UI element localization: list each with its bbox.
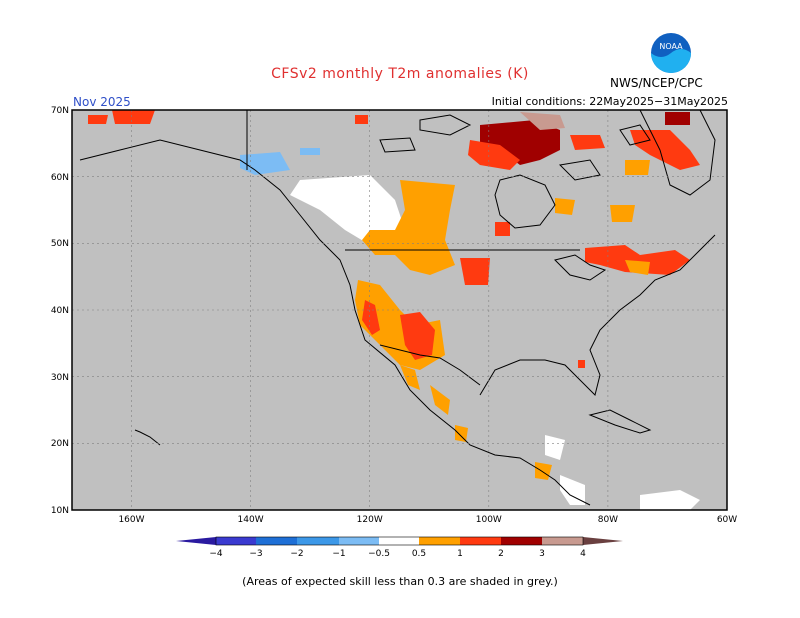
- colorbar-swatch: [542, 537, 583, 545]
- lat-label: 60N: [51, 173, 69, 183]
- pink-patch-arctic: [520, 112, 565, 130]
- colorbar-swatch: [176, 537, 216, 545]
- hawaii: [134, 429, 161, 446]
- red-patch-minnesota: [495, 222, 510, 236]
- map-frame: [71, 109, 728, 511]
- anomaly-patches: [88, 110, 700, 510]
- red-patch-california: [362, 300, 380, 335]
- colorbar-swatch: [256, 537, 297, 545]
- red-patch-baffin: [570, 135, 605, 150]
- great-lakes: [554, 254, 607, 281]
- orange-patch-mexico: [400, 365, 420, 390]
- noaa-logo: NOAA: [651, 33, 691, 73]
- white-patch-s-am: [640, 490, 700, 510]
- map-grid: [72, 110, 727, 510]
- red-patch-siberia-2: [112, 110, 155, 124]
- red-patch-southwest: [400, 312, 435, 360]
- logo-text: NOAA: [659, 42, 683, 51]
- lat-label: 30N: [51, 373, 69, 383]
- lat-label: 50N: [51, 239, 69, 249]
- lon-label: 160W: [118, 515, 144, 525]
- us-mexico-border: [379, 344, 481, 386]
- colorbar-label: 3: [539, 549, 545, 559]
- map-outlines: [79, 109, 716, 506]
- lat-labels: 70N 60N 50N 40N 30N 20N 10N: [51, 106, 69, 516]
- colorbar-label: 0.5: [412, 549, 426, 559]
- colorbar-label: 1: [457, 549, 463, 559]
- initial-conditions: Initial conditions: 22May2025−31May2025: [491, 95, 728, 108]
- greenland: [639, 109, 716, 196]
- hudson-bay: [494, 174, 556, 229]
- colorbar-label: −0.5: [368, 549, 390, 559]
- colorbar-label: 4: [580, 549, 586, 559]
- red-patch-siberia: [88, 115, 108, 124]
- colorbar-swatch: [297, 537, 339, 545]
- lon-label: 140W: [238, 515, 264, 525]
- chart-title: CFSv2 monthly T2m anomalies (K): [271, 66, 529, 82]
- cuba: [588, 409, 652, 434]
- white-patch-yucatan: [545, 435, 565, 460]
- colorbar-swatch: [379, 537, 419, 545]
- lon-label: 60W: [717, 515, 737, 525]
- colorbar-label: −3: [249, 549, 262, 559]
- orange-patch-quebec: [610, 205, 635, 222]
- red-patch-small: [355, 115, 368, 124]
- orange-patch-hudson: [555, 198, 575, 215]
- lat-label: 70N: [51, 106, 69, 116]
- colorbar-swatch: [460, 537, 501, 545]
- lon-labels: 160W 140W 120W 100W 80W 60W: [118, 515, 737, 525]
- colorbar-outline: [215, 536, 584, 546]
- lat-label: 20N: [51, 439, 69, 449]
- colorbar-swatch: [583, 537, 623, 545]
- red-patch-plains: [460, 258, 490, 285]
- red-patch-georgia: [578, 360, 585, 368]
- colorbar-label: 2: [498, 549, 504, 559]
- white-patch-central-am: [560, 475, 585, 505]
- darkred-patch-arctic: [480, 120, 560, 165]
- white-patch-nw-canada: [290, 175, 405, 245]
- colorbar-label: −2: [290, 549, 303, 559]
- red-patch-greenland: [630, 130, 700, 170]
- lat-label: 40N: [51, 306, 69, 316]
- colorbar-label: −1: [332, 549, 345, 559]
- colorbar-swatch: [216, 537, 256, 545]
- arctic-islands: [379, 114, 651, 181]
- colorbar-swatch: [419, 537, 460, 545]
- blue-patch-alaska-2: [300, 148, 320, 155]
- skill-note: (Areas of expected skill less than 0.3 a…: [242, 575, 558, 588]
- colorbar-swatch: [339, 537, 379, 545]
- blue-patch-alaska: [240, 152, 290, 175]
- orange-patch-baja: [430, 385, 450, 415]
- gulf-coast: [479, 234, 716, 396]
- red-patch-great-lakes: [585, 245, 690, 275]
- colorbar-label: −4: [209, 549, 223, 559]
- lon-label: 120W: [357, 515, 383, 525]
- orange-patch-labrador: [625, 160, 650, 175]
- orange-patch-great-lakes: [625, 260, 650, 275]
- darkred-patch-greenland: [665, 112, 690, 125]
- forecast-month: Nov 2025: [73, 95, 131, 109]
- lat-label: 10N: [51, 506, 69, 516]
- orange-patch-canada: [362, 180, 455, 275]
- lon-label: 80W: [598, 515, 618, 525]
- north-america-coast: [79, 139, 591, 506]
- orange-patch-mexico-s: [455, 425, 468, 442]
- colorbar-swatch: [501, 537, 542, 545]
- agency-label: NWS/NCEP/CPC: [610, 76, 703, 90]
- colorbar: −4 −3 −2 −1 −0.5 0.5 1 2 3 4: [176, 536, 623, 559]
- red-patch-arctic: [468, 140, 520, 170]
- lon-label: 100W: [476, 515, 502, 525]
